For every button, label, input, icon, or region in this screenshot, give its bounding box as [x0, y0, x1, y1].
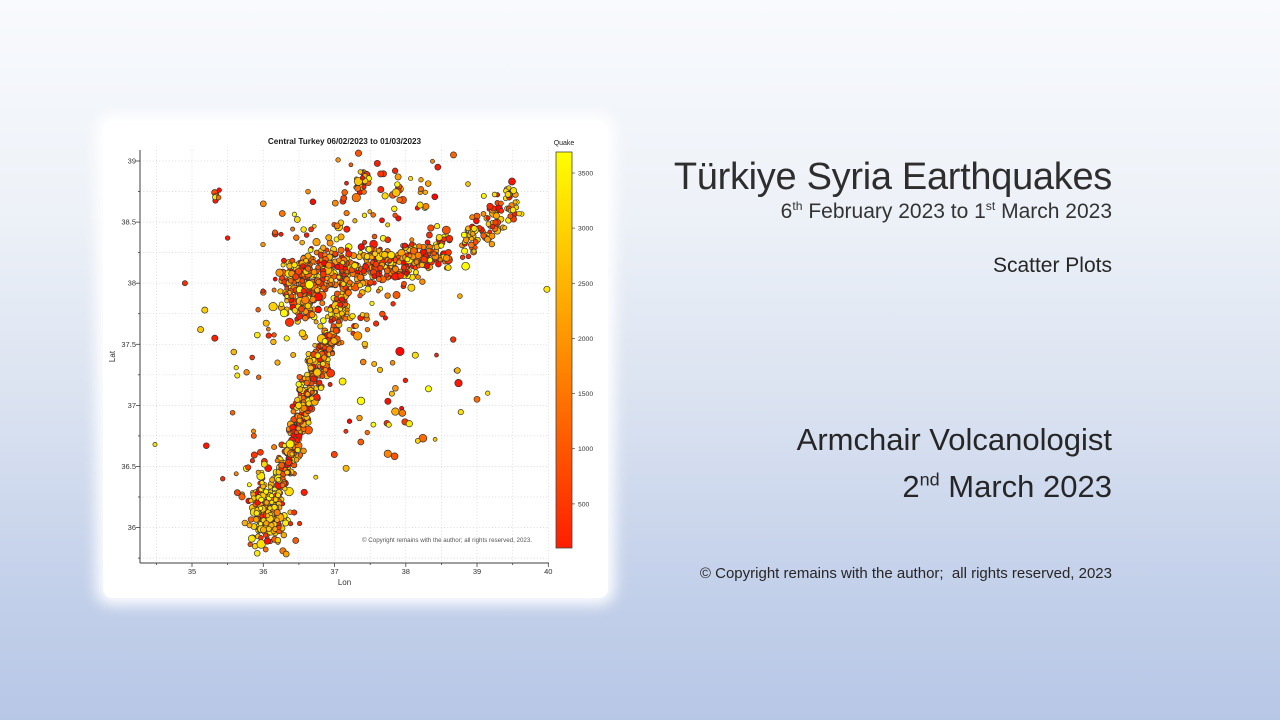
svg-text:Lon: Lon	[338, 578, 351, 587]
svg-text:36: 36	[128, 523, 136, 532]
presentation-date: 2nd March 2023	[902, 469, 1112, 505]
date-part: 2	[902, 469, 920, 504]
svg-text:37: 37	[330, 567, 338, 576]
svg-text:3500: 3500	[578, 171, 593, 178]
svg-text:© Copyright remains with the a: © Copyright remains with the author; all…	[362, 537, 532, 544]
svg-text:36.5: 36.5	[121, 462, 136, 471]
earthquake-scatter-svg: 35 36 37 38 39 40 36 36.5 37 37.5 38 38.5 39 Lon Lat Ce…	[108, 137, 593, 587]
svg-text:38: 38	[402, 567, 410, 576]
svg-text:36: 36	[259, 567, 267, 576]
svg-text:35: 35	[188, 567, 196, 576]
subtitle-part: 6	[780, 200, 793, 223]
subtitle-ordinal: st	[985, 199, 996, 213]
svg-text:Quake: Quake	[554, 140, 575, 147]
svg-text:38: 38	[128, 279, 136, 288]
svg-text:3000: 3000	[578, 226, 593, 233]
svg-text:37: 37	[128, 401, 136, 410]
quake-points	[152, 149, 551, 558]
svg-text:40: 40	[544, 567, 552, 576]
earthquake-scatter-chart: 35 36 37 38 39 40 36 36.5 37 37.5 38 38.5 39 Lon Lat Ce…	[103, 121, 608, 598]
date-ordinal: nd	[919, 469, 940, 490]
svg-text:1500: 1500	[578, 391, 593, 398]
subtitle-part: February 2023 to 1	[802, 200, 986, 223]
svg-text:38.5: 38.5	[121, 218, 136, 227]
svg-text:2500: 2500	[578, 281, 593, 288]
svg-text:39: 39	[473, 567, 481, 576]
svg-text:Central Turkey 06/02/2023 to 0: Central Turkey 06/02/2023 to 01/03/2023	[268, 137, 422, 146]
topic-label: Scatter Plots	[992, 254, 1112, 277]
svg-text:39: 39	[128, 157, 136, 166]
svg-text:37.5: 37.5	[121, 340, 136, 349]
date-part: March 2023	[939, 469, 1112, 504]
author-name: Armchair Volcanologist	[796, 422, 1112, 457]
slide-title: Türkiye Syria Earthquakes	[673, 156, 1112, 198]
subtitle-ordinal: th	[792, 199, 803, 213]
subtitle-part: March 2023	[995, 200, 1112, 223]
svg-text:500: 500	[578, 501, 590, 508]
svg-text:1000: 1000	[578, 446, 593, 453]
copyright-notice: © Copyright remains with the author; all…	[699, 565, 1112, 582]
svg-text:Lat: Lat	[108, 350, 117, 362]
svg-text:2000: 2000	[578, 336, 593, 343]
slide-subtitle: 6th February 2023 to 1st March 2023	[781, 200, 1112, 224]
